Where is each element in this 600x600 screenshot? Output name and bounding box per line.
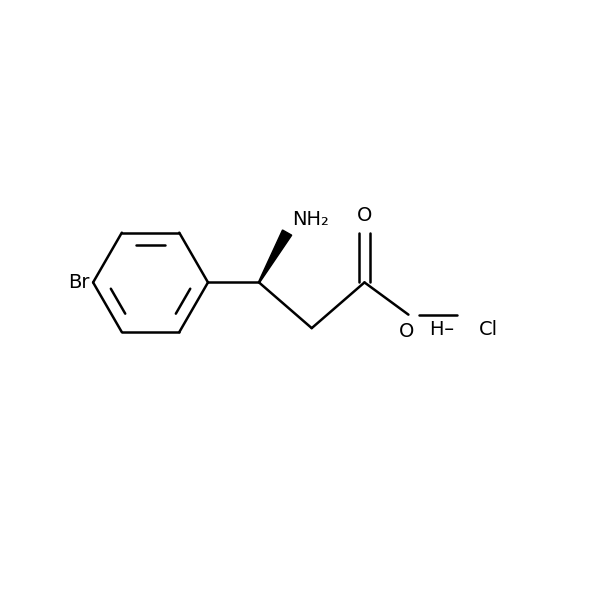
Text: O: O xyxy=(399,322,415,341)
Text: Cl: Cl xyxy=(479,320,498,339)
Text: H: H xyxy=(429,320,443,339)
Text: Br: Br xyxy=(68,273,89,292)
Text: NH₂: NH₂ xyxy=(292,210,329,229)
Text: O: O xyxy=(357,206,372,225)
Polygon shape xyxy=(259,230,292,283)
Text: –: – xyxy=(438,320,461,339)
